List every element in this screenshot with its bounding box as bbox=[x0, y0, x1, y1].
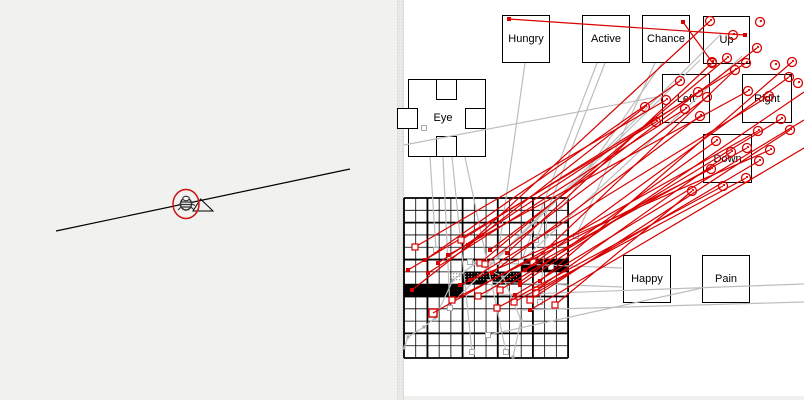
neuron-box-label: Up bbox=[719, 34, 734, 46]
neuron-box-left[interactable]: Left bbox=[662, 74, 710, 123]
neuron-box-label: Hungry bbox=[508, 33, 544, 45]
creature-sprite[interactable] bbox=[176, 195, 196, 211]
eye-label: Eye bbox=[433, 112, 453, 124]
eye-right-sensor[interactable] bbox=[465, 108, 486, 129]
eye-bottom-sensor[interactable] bbox=[436, 136, 457, 157]
neuron-box-label: Chance bbox=[647, 33, 685, 45]
neuron-box-label: Pain bbox=[714, 273, 738, 285]
neuron-box-label: Down bbox=[713, 152, 742, 165]
triangle-landmark bbox=[192, 198, 215, 212]
neuron-box-down[interactable]: Down bbox=[703, 134, 752, 183]
neuron-box-up[interactable]: Up bbox=[703, 16, 750, 64]
neuron-box-right[interactable]: Right bbox=[742, 74, 792, 123]
neuron-box-label: Right bbox=[754, 92, 780, 105]
neuron-box-chance[interactable]: Chance bbox=[642, 15, 690, 63]
eye-top-sensor[interactable] bbox=[436, 79, 457, 100]
world-view-panel[interactable] bbox=[0, 0, 397, 400]
neuron-box-eye[interactable]: Eye bbox=[397, 79, 486, 157]
neuron-box-happy[interactable]: Happy bbox=[623, 255, 671, 303]
eye-left-sensor[interactable] bbox=[397, 108, 418, 129]
ground-line bbox=[55, 168, 351, 232]
selection-circle bbox=[172, 188, 200, 220]
neuron-box-label: Active bbox=[591, 33, 621, 45]
neuron-box-active[interactable]: Active bbox=[582, 15, 630, 63]
neuron-box-label: Left bbox=[676, 92, 696, 105]
neuron-box-pain[interactable]: Pain bbox=[702, 255, 750, 303]
neuron-box-hungry[interactable]: Hungry bbox=[502, 15, 550, 63]
neuron-box-label: Happy bbox=[631, 273, 663, 285]
world-view[interactable] bbox=[0, 0, 397, 400]
